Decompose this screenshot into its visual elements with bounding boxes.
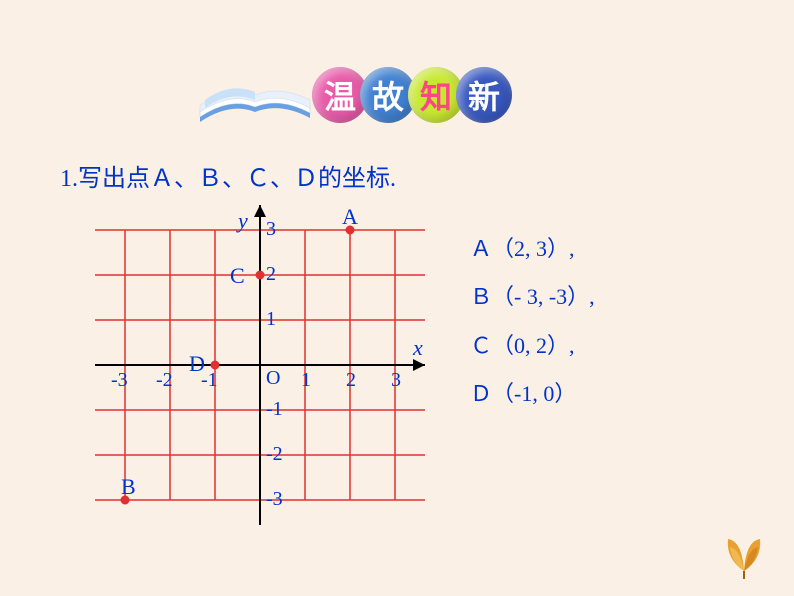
y-tick-1: 1	[266, 308, 276, 331]
y-tick-2: 2	[266, 263, 276, 286]
answer-a: Ａ（2, 3）,	[470, 225, 595, 273]
y-tick-3: 3	[266, 218, 276, 241]
header: 温 故 知 新	[190, 60, 512, 130]
coordinate-chart: yxO-3-2-1123-3-2-1123ABCD	[80, 195, 460, 575]
leaf-icon	[714, 521, 774, 586]
y-tick--1: -1	[266, 398, 283, 421]
x-tick-3: 3	[391, 369, 401, 392]
x-tick-1: 1	[301, 369, 311, 392]
y-axis-label: y	[238, 208, 248, 234]
point-label-B: B	[121, 474, 136, 500]
header-circles: 温 故 知 新	[320, 67, 512, 123]
book-icon	[190, 60, 320, 130]
point-label-C: C	[230, 263, 245, 289]
x-tick--2: -2	[156, 369, 173, 392]
point-label-A: A	[342, 204, 358, 230]
x-tick-2: 2	[346, 369, 356, 392]
x-tick--3: -3	[111, 369, 128, 392]
origin-label: O	[266, 367, 280, 390]
point-label-D: D	[189, 351, 205, 377]
answers-block: Ａ（2, 3）, Ｂ（- 3, -3）, Ｃ（0, 2）, Ｄ（-1, 0）	[470, 225, 595, 419]
y-tick--3: -3	[266, 488, 283, 511]
circle-4: 新	[456, 67, 512, 123]
x-axis-label: x	[413, 335, 423, 361]
answer-d: Ｄ（-1, 0）	[470, 370, 595, 418]
y-tick--2: -2	[266, 443, 283, 466]
question-text: 1.写出点Ａ、Ｂ、Ｃ、Ｄ的坐标.	[60, 158, 396, 193]
answer-b: Ｂ（- 3, -3）,	[470, 273, 595, 321]
answer-c: Ｃ（0, 2）,	[470, 322, 595, 370]
